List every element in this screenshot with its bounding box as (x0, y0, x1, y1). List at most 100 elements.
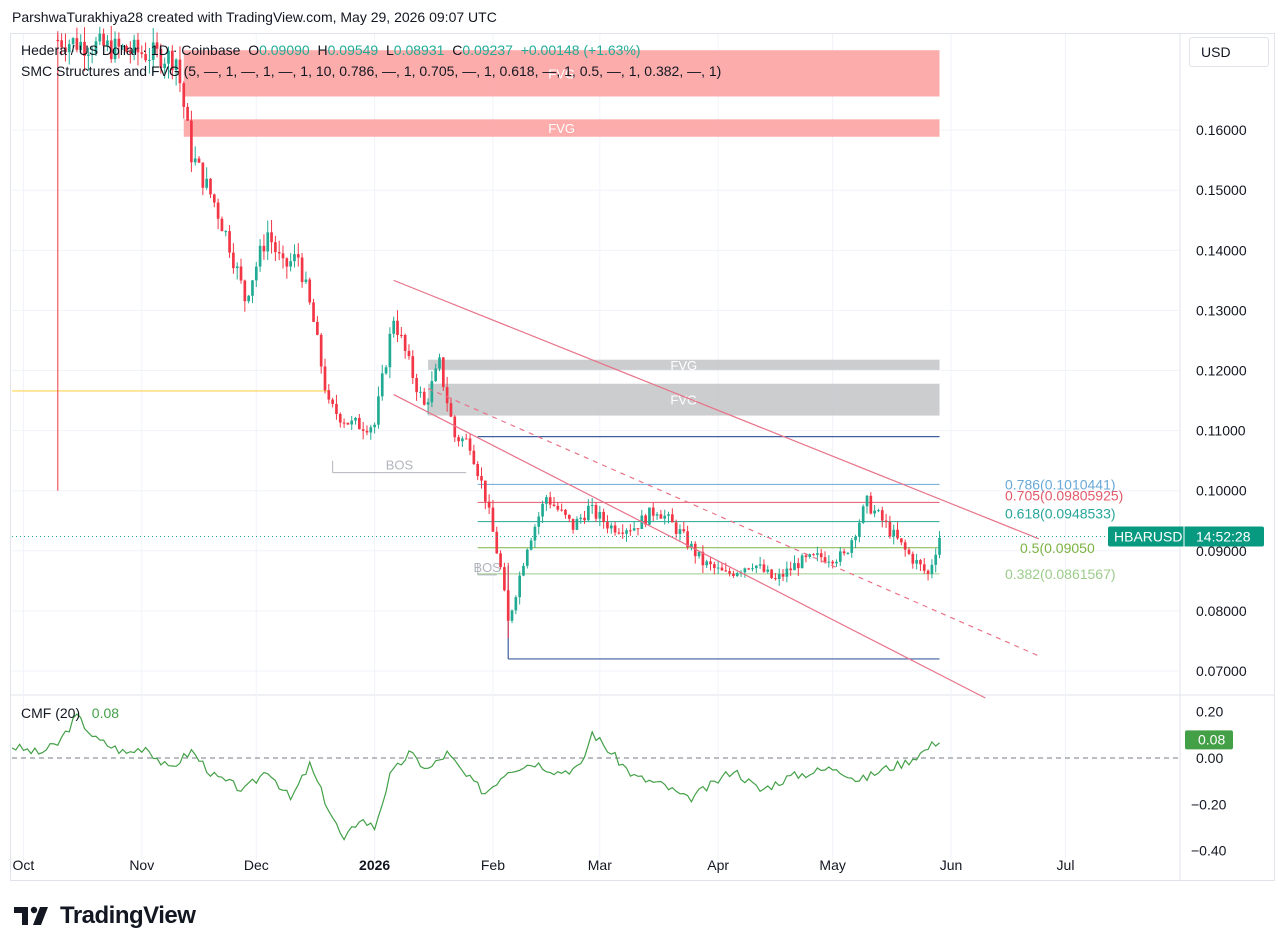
candle-body (682, 529, 686, 532)
price-tick-label: 0.12000 (1196, 363, 1247, 379)
time-tick-label: 2026 (359, 857, 390, 873)
candle (289, 253, 292, 272)
candle-body (880, 510, 884, 521)
candle (606, 515, 609, 534)
candle (422, 387, 426, 406)
cmf-value: 0.08 (91, 705, 120, 721)
candle (621, 524, 625, 540)
candle (560, 503, 563, 512)
candle-body (79, 41, 83, 50)
candle-body (854, 536, 857, 541)
candle-body (304, 279, 308, 283)
candle-body (781, 574, 785, 577)
candle-body (170, 50, 174, 71)
candle (71, 36, 75, 52)
candle-body (865, 495, 869, 507)
candle (193, 146, 197, 166)
candle-body (789, 568, 793, 571)
candle (522, 563, 525, 577)
candle (663, 509, 667, 525)
candle (758, 556, 762, 569)
candle (892, 524, 896, 545)
indicator-legend[interactable]: SMC Structures and FVG (5, —, 1, —, 1, —… (21, 63, 721, 79)
candle-body (323, 366, 327, 391)
candle (338, 412, 342, 428)
candle (537, 512, 541, 535)
fib-label-0.786: 0.786(0.1010441) (1005, 476, 1116, 492)
candle-body (903, 542, 907, 550)
price-tick-label: 0.14000 (1196, 242, 1247, 258)
candle (712, 561, 716, 575)
candle-body (193, 158, 197, 163)
candle (396, 310, 399, 343)
candle-body (75, 38, 79, 50)
tradingview-logo[interactable]: TradingView (14, 902, 196, 930)
cmf-tag-bg (1185, 730, 1233, 750)
candle (87, 47, 90, 71)
cmf-tick-label: −0.40 (1191, 843, 1227, 859)
candle (243, 279, 247, 312)
candle-body (884, 520, 888, 523)
candle-body (846, 552, 850, 554)
candle-body (354, 417, 357, 421)
candle (735, 571, 739, 578)
candle (579, 513, 583, 524)
candle (777, 568, 781, 586)
candle-body (690, 543, 693, 548)
candle-body (285, 258, 289, 267)
candle (743, 567, 747, 578)
candle (812, 553, 815, 556)
candle (831, 560, 834, 569)
candle-body (850, 540, 854, 553)
candle (90, 46, 94, 64)
candle-body (663, 515, 667, 519)
time-axis: Oct Nov Dec 2026 Feb Mar Apr May Jun Jul (13, 857, 1075, 873)
candle (770, 569, 773, 580)
candle (441, 356, 445, 391)
candle (212, 193, 216, 208)
candle (304, 271, 308, 284)
candle (331, 397, 334, 408)
candle (216, 198, 220, 230)
candle-body (609, 525, 613, 529)
candle-body (930, 564, 934, 574)
candle (774, 573, 777, 581)
candle-body (399, 334, 403, 336)
candle-body (480, 476, 483, 481)
candle (239, 258, 243, 284)
candle (151, 27, 155, 74)
candle (567, 514, 571, 523)
cmf-legend[interactable]: CMF (20) 0.08 (21, 705, 119, 721)
close-value: 0.09237 (462, 42, 513, 58)
currency-button[interactable]: USD (1189, 37, 1269, 67)
candle (503, 562, 506, 592)
candle (319, 332, 323, 374)
candle-body (335, 403, 338, 414)
candlestick-series (56, 25, 941, 638)
candle-body (602, 511, 605, 522)
candle-body (804, 555, 808, 558)
candle (197, 156, 201, 164)
candle (136, 32, 140, 66)
candle-body (800, 555, 804, 569)
candle-body (136, 39, 140, 53)
candle-body (411, 356, 415, 378)
candle-body (247, 295, 250, 302)
candle (308, 277, 312, 305)
candle (449, 397, 453, 418)
candle-body (613, 525, 617, 533)
cmf-value-tag: 0.08 (1185, 730, 1233, 750)
price-tick-label: 0.15000 (1196, 182, 1247, 198)
candle-body (938, 537, 941, 555)
candle-body (548, 497, 552, 505)
fvg-label: FVG (548, 66, 575, 81)
candle-body (629, 530, 632, 532)
candle-body (464, 438, 468, 440)
candle-body (319, 334, 323, 367)
candle-body (518, 575, 521, 598)
candle (609, 522, 613, 534)
candle (869, 492, 873, 515)
candle (75, 27, 79, 53)
candle (716, 561, 720, 574)
